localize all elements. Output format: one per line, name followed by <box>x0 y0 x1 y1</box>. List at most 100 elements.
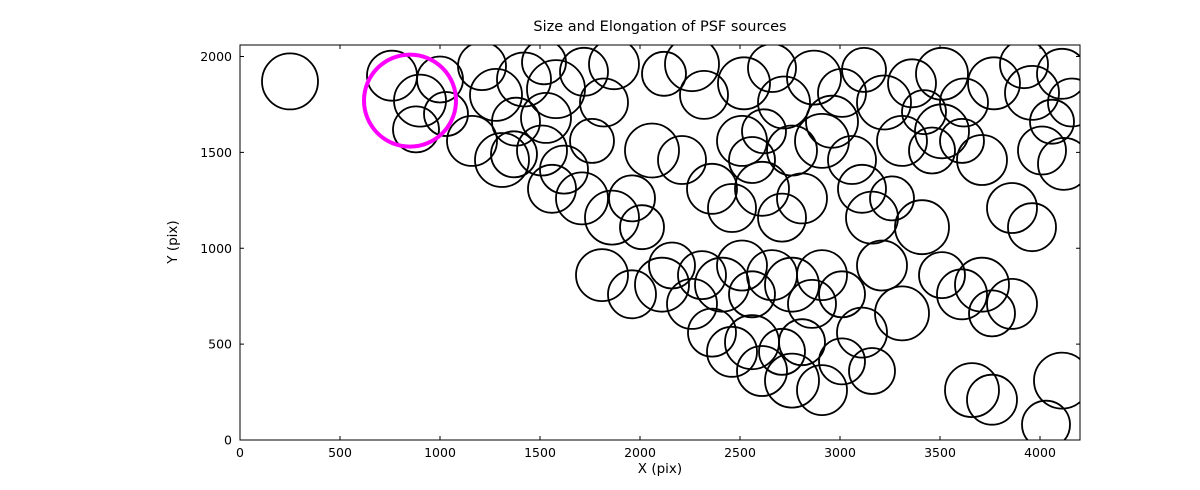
psf-source-circle <box>641 50 687 97</box>
psf-source-circle <box>1004 65 1060 121</box>
psf-source-circle <box>856 74 912 131</box>
psf-source-circle <box>778 318 826 367</box>
psf-source-circle <box>966 373 1018 426</box>
psf-source-circle <box>747 45 797 93</box>
psf-source-circle <box>968 289 1016 338</box>
psf-source-circle <box>836 306 888 359</box>
x-axis-label: X (pix) <box>638 461 682 477</box>
psf-source-circle <box>716 114 768 167</box>
y-tick-label: 500 <box>208 337 232 352</box>
psf-source-circle <box>901 89 947 135</box>
psf-source-circle <box>634 256 690 313</box>
psf-source-circle <box>624 122 680 179</box>
psf-source-circle <box>736 345 788 397</box>
psf-source-circle <box>1017 125 1067 176</box>
y-axis-label: Y (pix) <box>165 220 181 264</box>
psf-source-circle <box>776 172 828 225</box>
psf-source-circle <box>648 241 696 290</box>
psf-source-circle <box>261 52 319 111</box>
psf-source-circle <box>657 135 707 185</box>
psf-source-circle <box>608 174 656 223</box>
psf-source-circle <box>446 114 498 167</box>
x-tick-label: 2500 <box>724 445 756 460</box>
psf-source-circle <box>967 56 1021 111</box>
psf-source-circle <box>845 190 899 245</box>
psf-source-circle <box>491 96 541 147</box>
psf-source-circle <box>717 56 771 111</box>
psf-source-circle <box>1007 202 1057 253</box>
psf-source-circle <box>757 75 811 130</box>
psf-source-circle <box>939 117 985 164</box>
psf-source-circle <box>584 189 640 246</box>
psf-source-circle <box>393 73 447 128</box>
psf-source-circle <box>1047 77 1080 128</box>
psf-source-circle <box>787 278 837 329</box>
psf-source-circle <box>423 91 469 137</box>
psf-source-circle <box>1021 399 1071 440</box>
y-tick-label: 1000 <box>200 241 232 256</box>
psf-source-circle <box>818 270 866 319</box>
psf-source-circle <box>527 163 577 214</box>
psf-circles-layer <box>261 45 1080 440</box>
y-tick-label: 0 <box>224 433 232 448</box>
psf-source-circle <box>474 132 530 188</box>
psf-source-circle <box>999 45 1049 90</box>
y-tick-label: 1500 <box>200 145 232 160</box>
psf-source-circle <box>469 68 523 122</box>
psf-source-circle <box>796 364 848 417</box>
psf-source-circle <box>818 337 866 386</box>
psf-source-circle <box>939 77 989 128</box>
psf-source-circle <box>841 47 887 93</box>
psf-source-circle <box>516 124 568 177</box>
psf-source-circle <box>716 239 768 292</box>
psf-source-circle <box>607 269 657 320</box>
psf-source-circle <box>728 270 776 319</box>
psf-source-circle <box>796 249 848 302</box>
psf-source-circle <box>874 285 930 342</box>
psf-source-circle <box>575 248 629 303</box>
psf-source-circle <box>954 256 1010 313</box>
psf-source-circle <box>764 256 820 313</box>
psf-source-circle <box>559 46 609 97</box>
psf-source-circle <box>706 325 758 378</box>
psf-source-circle <box>764 352 820 409</box>
psf-source-circle <box>869 175 915 222</box>
psf-source-circle <box>944 362 1000 419</box>
psf-source-circle <box>757 192 807 243</box>
psf-source-circle <box>539 144 589 195</box>
psf-source-circle <box>914 103 970 160</box>
psf-source-circle <box>1029 98 1075 145</box>
x-tick-label: 0 <box>236 445 244 460</box>
psf-source-circle <box>758 327 806 376</box>
x-tick-label: 2000 <box>624 445 656 460</box>
psf-source-circle <box>856 239 908 292</box>
highlighted-psf-circle <box>362 52 458 149</box>
x-tick-label: 1500 <box>524 445 556 460</box>
psf-source-circle <box>986 182 1038 234</box>
psf-source-circle <box>887 58 937 109</box>
psf-source-circle <box>490 130 538 179</box>
psf-source-circle <box>619 204 665 251</box>
psf-source-circle <box>876 114 928 167</box>
psf-source-circle <box>1036 47 1080 100</box>
psf-source-circle <box>908 126 956 175</box>
psf-source-circle <box>918 251 966 300</box>
psf-source-circle <box>555 171 609 226</box>
psf-source-circle <box>392 105 440 154</box>
psf-source-circle <box>786 49 842 106</box>
x-tick-label: 4000 <box>1024 445 1056 460</box>
psf-source-circle <box>457 45 507 91</box>
chart-title: Size and Elongation of PSF sources <box>533 19 786 35</box>
psf-source-circle <box>569 117 615 164</box>
psf-source-circle <box>679 70 729 120</box>
psf-source-circle <box>986 277 1038 330</box>
psf-source-circle <box>677 250 727 301</box>
psf-source-circle <box>707 183 757 233</box>
psf-source-circle <box>694 256 750 313</box>
psf-source-circle <box>666 277 718 330</box>
psf-source-circle <box>827 135 877 185</box>
psf-source-circle <box>664 45 720 93</box>
psf-source-circle <box>734 160 790 217</box>
psf-source-circle <box>741 108 787 155</box>
